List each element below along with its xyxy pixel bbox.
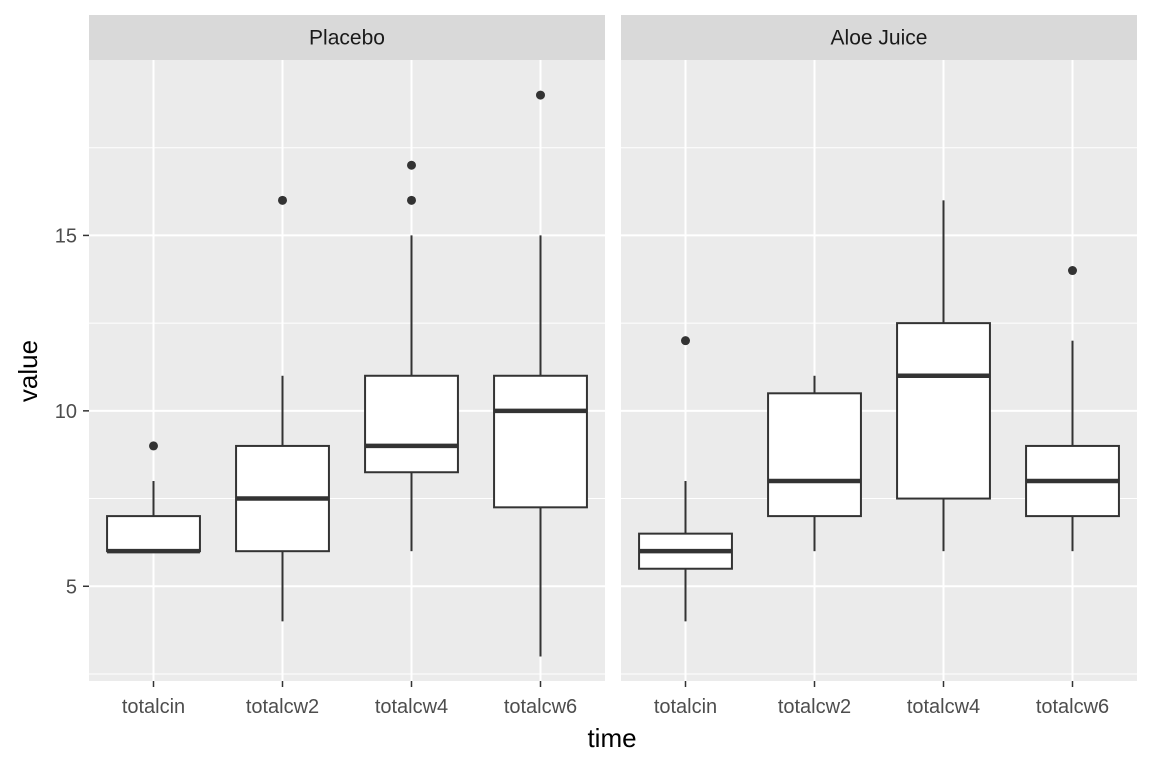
y-tick-label: 5 [66, 576, 77, 598]
panel-background [89, 60, 605, 681]
panel-background [621, 60, 1137, 681]
y-tick-label: 15 [55, 225, 77, 247]
y-axis-title: value [13, 340, 43, 402]
box-totalcw4 [364, 160, 459, 552]
x-tick-label: totalcw2 [246, 696, 319, 718]
box-rect [896, 322, 991, 500]
y-tick-label: 10 [55, 401, 77, 423]
box-totalcw6 [493, 90, 588, 657]
x-axis-title: time [587, 723, 636, 753]
box-totalcw4 [896, 200, 991, 552]
panel-2: Aloe Juice totalcin totalcw2 totalcw4 totalc… [621, 15, 1137, 718]
x-tick-label: totalcw4 [907, 696, 980, 718]
outlier-point [278, 195, 287, 205]
outlier-point [536, 90, 545, 100]
x-tick-label: totalcw6 [504, 696, 577, 718]
x-tick-label: totalcin [654, 696, 717, 718]
facet-strip-label: Placebo [309, 27, 385, 50]
outlier-point [1068, 266, 1077, 276]
facet-strip [621, 15, 1137, 60]
y-axis: 5 10 15 [55, 225, 89, 598]
box-rect [767, 392, 862, 518]
outlier-point [681, 336, 690, 346]
outlier-point [149, 441, 158, 451]
x-tick-label: totalcw2 [778, 696, 851, 718]
facet-strip-label: Aloe Juice [831, 27, 928, 50]
facet-strip [89, 15, 605, 60]
x-tick-label: totalcin [122, 696, 185, 718]
box-totalcin [106, 441, 201, 554]
box-totalcw6 [1025, 266, 1120, 552]
outlier-point [407, 195, 416, 205]
x-tick-label: totalcw4 [375, 696, 448, 718]
box-totalcin [638, 336, 733, 622]
outlier-point [407, 160, 416, 170]
x-tick-label: totalcw6 [1036, 696, 1109, 718]
box-totalcw2 [767, 375, 862, 552]
box-rect [106, 515, 201, 553]
box-totalcw2 [235, 195, 330, 622]
box-rect [493, 374, 588, 509]
box-rect [364, 374, 459, 474]
panel-1: Placebo totalcin totalcw2 totalcw4 totalcw6 [89, 15, 605, 718]
